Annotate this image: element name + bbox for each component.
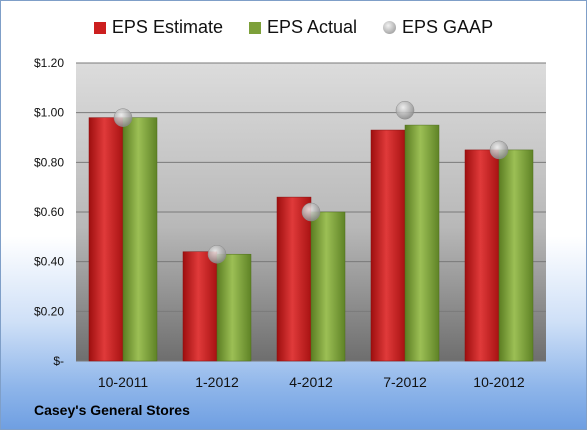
legend-label-actual: EPS Actual xyxy=(266,17,358,37)
bar-eps-actual xyxy=(122,117,158,362)
bar-eps-estimate xyxy=(88,117,124,362)
company-name: Casey's General Stores xyxy=(34,402,190,418)
legend: EPS Estimate EPS Actual EPS GAAP xyxy=(1,17,586,38)
bar-eps-actual xyxy=(216,253,252,362)
y-axis-ticks: $- $0.20 $0.40 $0.60 $0.80 $1.00 $1.20 xyxy=(34,56,64,368)
legend-swatch-gaap xyxy=(383,21,397,34)
bar-eps-estimate xyxy=(276,196,312,362)
bars xyxy=(88,117,534,362)
y-tick-label: $0.60 xyxy=(34,205,64,219)
x-tick-label: 10-2012 xyxy=(473,374,525,390)
marker-eps-gaap xyxy=(301,202,321,222)
legend-label-estimate: EPS Estimate xyxy=(111,17,223,37)
y-tick-label: $1.20 xyxy=(34,56,64,70)
marker-eps-gaap xyxy=(113,108,133,127)
y-tick-label: $0.40 xyxy=(34,255,64,269)
x-tick-label: 7-2012 xyxy=(383,374,427,390)
bar-eps-estimate xyxy=(370,129,406,362)
gaap-markers xyxy=(113,100,509,264)
bar-eps-actual xyxy=(404,124,440,362)
bar-eps-estimate xyxy=(182,251,218,362)
y-tick-label: $1.00 xyxy=(34,106,64,120)
legend-item-estimate: EPS Estimate xyxy=(93,17,223,38)
bar-eps-estimate xyxy=(464,149,500,362)
legend-item-actual: EPS Actual xyxy=(248,17,358,38)
legend-label-gaap: EPS GAAP xyxy=(402,17,494,37)
y-tick-label: $- xyxy=(53,354,64,368)
marker-eps-gaap xyxy=(207,244,227,264)
x-axis-ticks: 10-2011 1-2012 4-2012 7-2012 10-2012 xyxy=(98,374,525,390)
legend-swatch-estimate xyxy=(93,21,106,34)
x-tick-label: 10-2011 xyxy=(98,374,149,390)
legend-swatch-actual xyxy=(248,21,261,34)
bar-eps-actual xyxy=(310,211,346,362)
x-tick-label: 1-2012 xyxy=(195,374,239,390)
x-tick-label: 4-2012 xyxy=(289,374,333,390)
bar-eps-actual xyxy=(498,149,534,362)
y-tick-label: $0.80 xyxy=(34,155,64,169)
legend-item-gaap: EPS GAAP xyxy=(383,17,493,38)
y-tick-label: $0.20 xyxy=(34,304,64,318)
marker-eps-gaap xyxy=(395,100,415,120)
marker-eps-gaap xyxy=(489,140,509,160)
